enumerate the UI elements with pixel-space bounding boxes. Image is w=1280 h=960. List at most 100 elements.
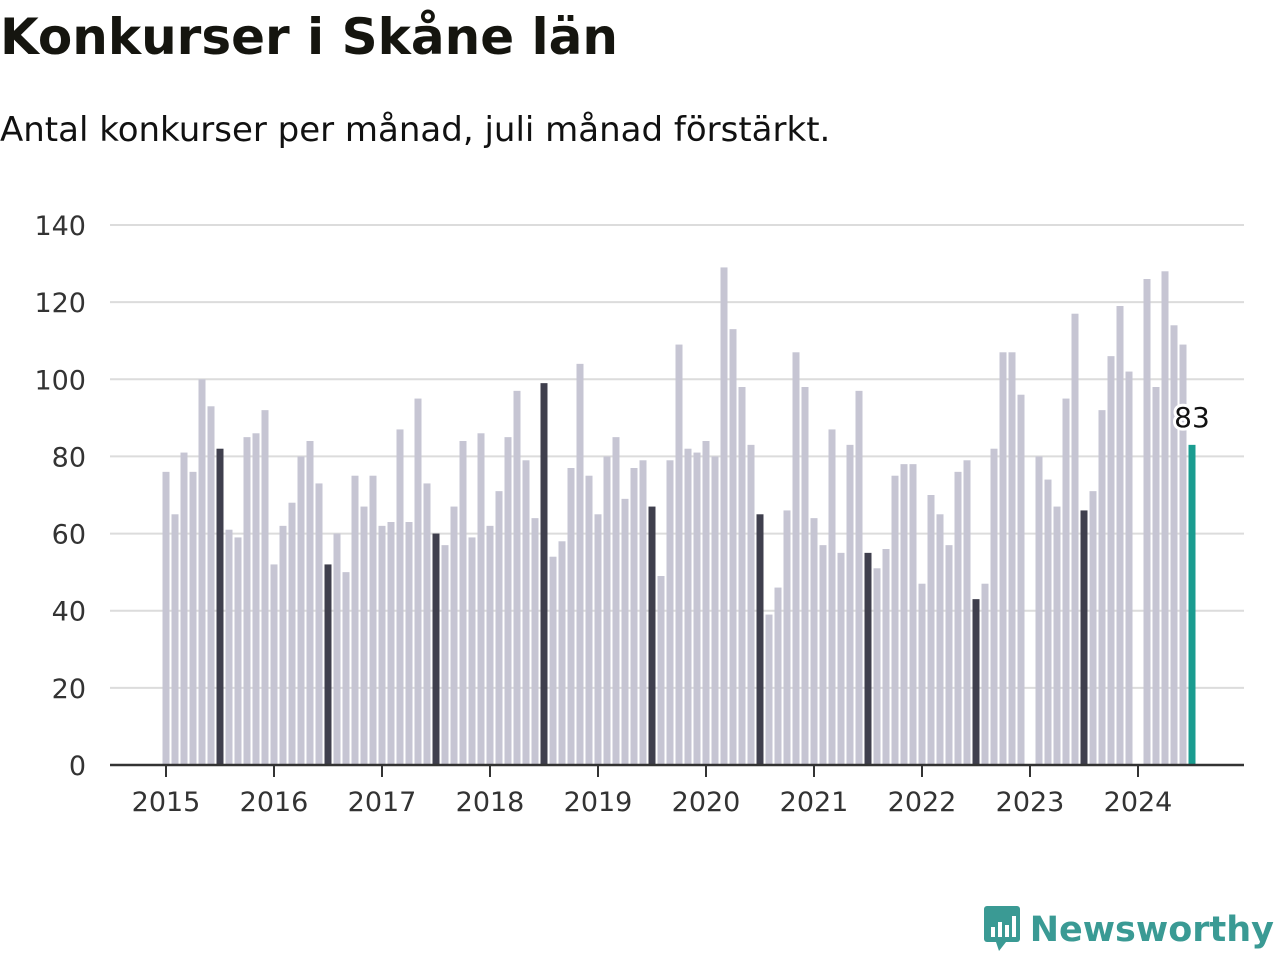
bar-2015-07: [216, 448, 224, 765]
bar-2023-08: [1089, 491, 1097, 765]
bar-2021-02: [819, 545, 827, 765]
bar-2021-12: [909, 464, 917, 765]
bar-2019-09: [666, 460, 674, 765]
bar-2020-10: [783, 510, 791, 765]
bar-2022-05: [954, 471, 962, 765]
bar-2021-07: [864, 552, 872, 765]
bar-2018-01: [486, 525, 494, 765]
bar-2017-08: [441, 545, 449, 765]
bar-2020-07: [756, 514, 764, 765]
bar-2021-08: [873, 568, 881, 765]
bar-2016-07: [324, 564, 332, 765]
bar-2023-12: [1125, 371, 1133, 765]
bar-2019-02: [603, 456, 611, 765]
bar-2021-10: [891, 475, 899, 765]
y-tick-label: 40: [52, 597, 86, 628]
bar-2022-01: [918, 583, 926, 765]
latest-value-label: 83: [1174, 401, 1210, 434]
bar-2018-08: [549, 556, 557, 765]
y-tick-label: 60: [52, 520, 86, 551]
bars: [162, 267, 1196, 765]
bar-2024-07: [1188, 444, 1196, 765]
x-tick-label: 2023: [996, 787, 1065, 818]
bar-2019-11: [684, 448, 692, 765]
newsworthy-chart-bubble-icon: [982, 904, 1022, 956]
bar-2016-01: [270, 564, 278, 765]
x-tick-label: 2018: [456, 787, 525, 818]
annotations: 83: [1171, 398, 1213, 437]
bar-2019-06: [639, 460, 647, 765]
bar-2020-03: [720, 267, 728, 765]
bar-2022-04: [945, 545, 953, 765]
bar-2018-02: [495, 491, 503, 765]
bar-2023-06: [1071, 313, 1079, 765]
bar-2015-01: [162, 471, 170, 765]
x-tick-label: 2016: [240, 787, 309, 818]
chart-subtitle: Antal konkurser per månad, juli månad fö…: [0, 110, 831, 150]
bar-2022-10: [999, 352, 1007, 765]
bar-2023-05: [1062, 398, 1070, 765]
x-tick-label: 2017: [348, 787, 417, 818]
y-tick-label: 80: [52, 442, 86, 473]
bar-2019-05: [630, 468, 638, 765]
bar-2015-05: [198, 379, 206, 765]
brand-logo: Newsworthy: [982, 906, 1274, 954]
bar-2017-01: [378, 525, 386, 765]
bar-2020-02: [711, 456, 719, 765]
bar-2015-11: [252, 433, 260, 765]
bar-2020-11: [792, 352, 800, 765]
bar-2016-10: [351, 475, 359, 765]
bar-2020-04: [729, 329, 737, 765]
bar-2016-05: [306, 441, 314, 765]
bar-2020-09: [774, 587, 782, 765]
bar-2021-04: [837, 552, 845, 765]
bar-2018-05: [522, 460, 530, 765]
bar-2018-03: [504, 437, 512, 765]
bar-2021-05: [846, 444, 854, 765]
bar-2019-10: [675, 344, 683, 765]
y-tick-label: 20: [52, 674, 86, 705]
bar-2023-07: [1080, 510, 1088, 765]
bar-2020-01: [702, 441, 710, 765]
bar-2015-06: [207, 406, 215, 765]
bar-2019-08: [657, 576, 665, 765]
bar-2015-04: [189, 471, 197, 765]
bar-2018-12: [585, 475, 593, 765]
bar-2022-02: [927, 495, 935, 765]
bar-2019-12: [693, 452, 701, 765]
bar-2022-07: [972, 599, 980, 765]
y-tick-label: 0: [69, 751, 86, 782]
x-tick-label: 2024: [1104, 787, 1173, 818]
bar-2022-03: [936, 514, 944, 765]
bar-2018-09: [558, 541, 566, 765]
page-title: Konkurser i Skåne län: [0, 8, 618, 66]
bar-2022-12: [1017, 394, 1025, 765]
bar-2017-06: [423, 483, 431, 765]
bar-2024-05: [1170, 325, 1178, 765]
x-tick-label: 2019: [564, 787, 633, 818]
x-tick-label: 2020: [672, 787, 741, 818]
bar-2022-08: [981, 583, 989, 765]
bar-2020-06: [747, 444, 755, 765]
bar-2016-02: [279, 525, 287, 765]
y-tick-label: 120: [34, 288, 86, 319]
bar-2023-09: [1098, 410, 1106, 765]
x-tick-label: 2022: [888, 787, 957, 818]
bar-2023-10: [1107, 356, 1115, 765]
bar-2021-09: [882, 549, 890, 765]
bar-2022-09: [990, 448, 998, 765]
bar-2017-09: [450, 506, 458, 765]
bar-2020-08: [765, 614, 773, 765]
bar-2016-06: [315, 483, 323, 765]
bar-2018-06: [531, 518, 539, 765]
bar-2017-05: [414, 398, 422, 765]
bar-2016-03: [288, 502, 296, 765]
bar-2019-04: [621, 498, 629, 765]
bar-2021-01: [810, 518, 818, 765]
bar-2023-03: [1044, 479, 1052, 765]
bar-2016-04: [297, 456, 305, 765]
bar-2018-11: [576, 363, 584, 765]
bar-2016-09: [342, 572, 350, 765]
bar-2015-12: [261, 410, 269, 765]
